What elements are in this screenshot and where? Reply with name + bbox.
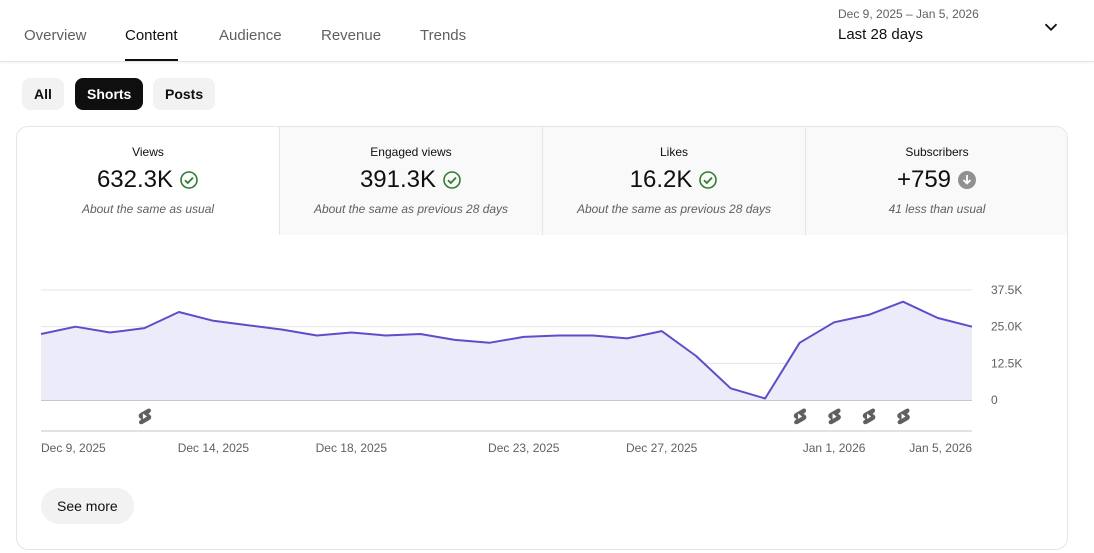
- metric-label: Subscribers: [905, 145, 969, 159]
- check-circle-icon: [699, 171, 718, 189]
- chevron-down-icon[interactable]: [1040, 16, 1062, 38]
- check-circle-icon: [180, 171, 198, 189]
- metric-value: 632.3K: [96, 166, 174, 193]
- see-more-button[interactable]: See more: [41, 488, 134, 524]
- metric-note: 41 less than usual: [888, 202, 986, 216]
- arrow-down-circle-icon: [958, 171, 977, 189]
- chip-all[interactable]: All: [22, 78, 64, 110]
- check-circle-icon: [443, 171, 461, 189]
- metric-note: About the same as previous 28 days: [313, 202, 509, 216]
- metric-label: Views: [132, 145, 164, 159]
- date-range-selector[interactable]: Dec 9, 2025 – Jan 5, 2026 Last 28 days: [838, 7, 979, 43]
- metric-subscribers[interactable]: Subscribers +759 41 less than usual: [806, 127, 1067, 235]
- chip-shorts[interactable]: Shorts: [75, 78, 144, 110]
- content-card: Views 632.3K About the same as usual Eng…: [16, 126, 1068, 550]
- metric-value: 16.2K: [629, 166, 693, 193]
- metric-value: 391.3K: [359, 166, 437, 193]
- date-range-label: Last 28 days: [838, 26, 924, 43]
- tab-revenue[interactable]: Revenue: [321, 27, 382, 44]
- metric-likes[interactable]: Likes 16.2K About the same as previous 2…: [543, 127, 806, 235]
- date-range-dates: Dec 9, 2025 – Jan 5, 2026: [838, 7, 979, 21]
- metric-engaged-views[interactable]: Engaged views 391.3K About the same as p…: [280, 127, 543, 235]
- metric-label: Engaged views: [370, 145, 452, 159]
- tab-audience[interactable]: Audience: [219, 27, 282, 44]
- metric-views[interactable]: Views 632.3K About the same as usual: [17, 127, 280, 235]
- tab-overview[interactable]: Overview: [24, 27, 87, 44]
- metric-value: +759: [896, 166, 952, 193]
- top-navigation: Overview Content Audience Revenue Trends…: [0, 0, 1094, 62]
- metric-note: About the same as previous 28 days: [576, 202, 772, 216]
- metric-note: About the same as usual: [81, 202, 215, 216]
- metric-label: Likes: [659, 145, 688, 159]
- chip-posts[interactable]: Posts: [153, 78, 216, 110]
- tab-content[interactable]: Content: [125, 27, 178, 61]
- tab-trends[interactable]: Trends: [420, 27, 467, 44]
